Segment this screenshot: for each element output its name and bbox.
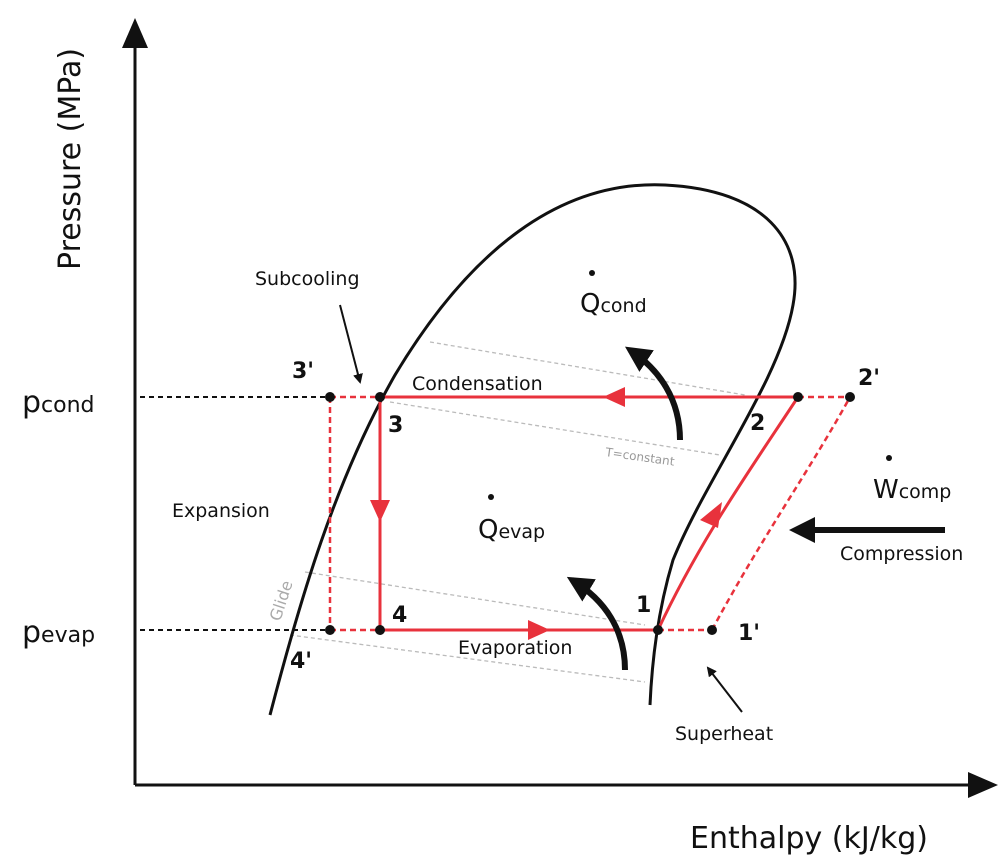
superheat-label: Superheat (675, 723, 773, 745)
point-label: 4' (290, 649, 312, 674)
isotherms (289, 341, 746, 683)
qevap-arrow (566, 576, 628, 671)
qcond-arrow (625, 346, 683, 441)
wcomp-label: Wcomp (873, 475, 951, 505)
real-cycle (378, 395, 800, 632)
y-axis-label: Pressure (MPa) (53, 48, 88, 270)
axes (122, 18, 998, 798)
glide-label: Glide (266, 578, 297, 623)
saturation-dome (268, 183, 797, 716)
dot (488, 494, 494, 500)
dot (589, 270, 595, 276)
x-axis-label: Enthalpy (kJ/kg) (690, 821, 928, 856)
point-label: 2 (750, 411, 765, 436)
point-label: 1 (636, 593, 651, 618)
qevap-label: Qevap (478, 515, 545, 545)
point-label: 3 (388, 413, 403, 438)
expansion-label: Expansion (172, 500, 270, 522)
ideal-cycle (328, 395, 852, 632)
t-constant-label: T=constant (604, 445, 676, 469)
state-points (325, 392, 855, 635)
pevap-label: pevap (22, 615, 95, 650)
point-label: 1' (738, 621, 760, 646)
point-label: 2' (858, 366, 880, 391)
compression-label: Compression (840, 543, 963, 565)
point-label: 4 (392, 603, 407, 628)
subcooling-arrow (339, 304, 363, 384)
dot (886, 455, 892, 461)
subcooling-label: Subcooling (255, 268, 360, 290)
qcond-label: Qcond (580, 289, 647, 319)
evaporation-label: Evaporation (458, 637, 572, 659)
condensation-label: Condensation (412, 373, 543, 395)
point-label: 3' (292, 359, 314, 384)
pcond-label: pcond (22, 385, 95, 420)
superheat-arrow (706, 666, 743, 713)
flow-arrows (370, 387, 722, 640)
